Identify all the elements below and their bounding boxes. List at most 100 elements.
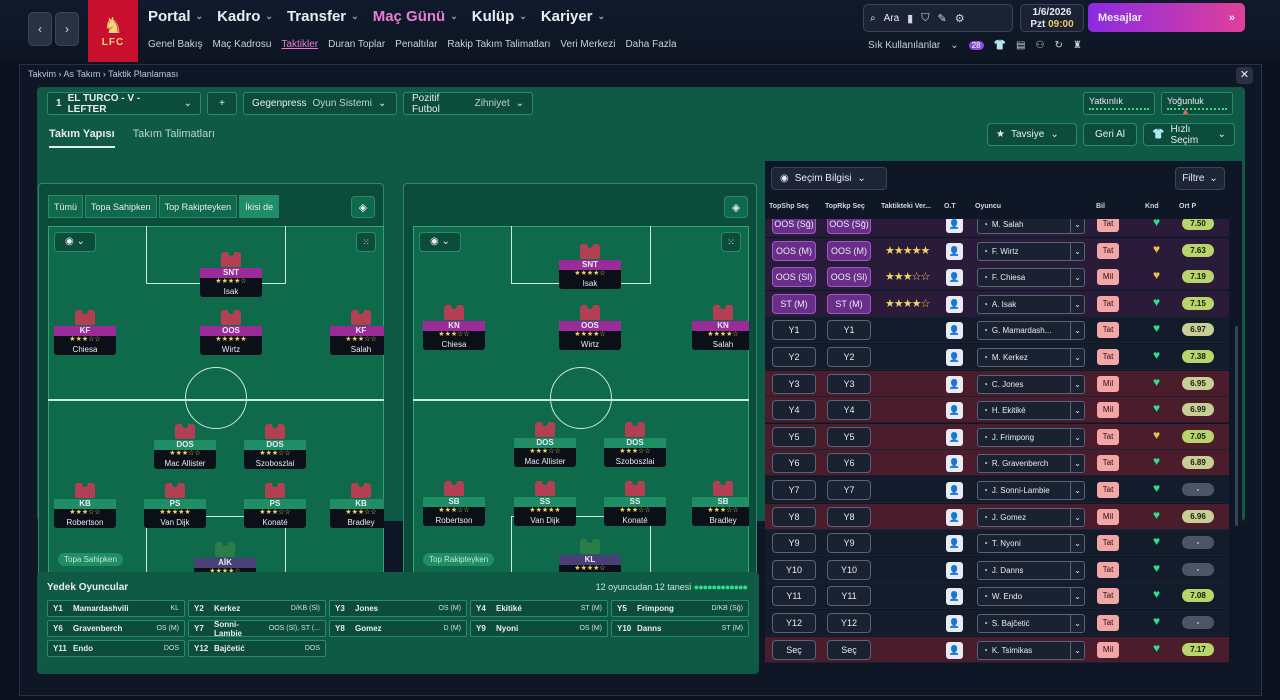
close-button[interactable]: ✕: [1236, 67, 1253, 84]
shortcuts-label[interactable]: Sık Kullanılanlar: [868, 40, 941, 51]
out-possession-pick-button[interactable]: ST (M): [827, 293, 871, 314]
tactic-select[interactable]: 1 EL TURCO - V - LEFTER ⌄: [47, 92, 201, 115]
table-row[interactable]: Y4 Y4 👤 ◔ H. Ekitiké ⌄ Mil ♥ 6.99: [765, 397, 1229, 424]
player-card-icon[interactable]: 👤: [946, 375, 963, 393]
selection-info-select[interactable]: ◉ Seçim Bilgisi ⌄: [771, 167, 887, 190]
messages-button[interactable]: Mesajlar »: [1088, 3, 1245, 32]
subnav-item-7[interactable]: Daha Fazla: [625, 39, 677, 50]
filter-both[interactable]: İkisi de: [239, 195, 280, 218]
in-possession-pick-button[interactable]: Y1: [772, 320, 816, 341]
out-possession-pick-button[interactable]: Y3: [827, 373, 871, 394]
bench-player[interactable]: Y11 Endo DOS: [47, 640, 185, 657]
table-row[interactable]: Y9 Y9 👤 ◔ T. Nyoni ⌄ Tat ♥ -: [765, 530, 1229, 557]
in-possession-pick-button[interactable]: Y6: [772, 453, 816, 474]
player-card-icon[interactable]: 👤: [946, 588, 963, 606]
bench-player[interactable]: Y9 Nyoni OS (M): [470, 620, 608, 637]
bench-player[interactable]: Y2 Kerkez D/KB (Sl): [188, 600, 326, 617]
nav-item-4[interactable]: Kulüp ⌄: [472, 8, 527, 25]
grid-button[interactable]: ⁙: [356, 232, 376, 252]
filter-in-possession[interactable]: Topa Sahipken: [85, 195, 157, 218]
player-card-icon[interactable]: 👤: [946, 242, 963, 260]
in-possession-pick-button[interactable]: OOS (M): [772, 240, 816, 261]
breadcrumb[interactable]: Takvim › As Takım › Taktik Planlaması: [28, 69, 179, 79]
filter-all[interactable]: Tümü: [48, 195, 84, 218]
in-possession-pick-button[interactable]: Seç: [772, 639, 816, 660]
in-possession-pick-button[interactable]: Y2: [772, 347, 816, 367]
out-possession-pick-button[interactable]: Y10: [827, 559, 871, 580]
out-possession-pick-button[interactable]: Y11: [827, 586, 871, 607]
player-select[interactable]: ◔ M. Kerkez ⌄: [977, 348, 1085, 367]
undo-button[interactable]: Geri Al: [1083, 123, 1137, 146]
shield-icon[interactable]: ⛉: [921, 11, 930, 24]
chevron-down-icon[interactable]: ⌄: [950, 40, 959, 51]
game-system-select[interactable]: Gegenpress Oyun Sistemi ⌄: [243, 92, 397, 115]
table-row[interactable]: Y3 Y3 👤 ◔ C. Jones ⌄ Mil ♥ 6.95: [765, 370, 1229, 397]
in-possession-pick-button[interactable]: Y12: [772, 613, 816, 633]
trophy-icon[interactable]: ♜: [1072, 40, 1082, 51]
subnav-item-2[interactable]: Taktikler: [281, 39, 319, 50]
nav-item-1[interactable]: Kadro ⌄: [217, 8, 273, 25]
in-possession-pick-button[interactable]: OOS (Sğ): [772, 219, 816, 234]
table-row[interactable]: Seç Seç 👤 ◔ K. Tsimikas ⌄ Mil ♥ 7.17: [765, 636, 1229, 663]
bench-player[interactable]: Y3 Jones OS (M): [329, 600, 467, 617]
tab-team-instructions[interactable]: Takım Talimatları: [132, 128, 215, 140]
player-card-icon[interactable]: 👤: [946, 295, 963, 313]
back-arrow-button[interactable]: ‹: [28, 12, 52, 46]
player-select[interactable]: ◔ W. Endo ⌄: [977, 587, 1085, 607]
player-card-icon[interactable]: 👤: [946, 535, 963, 553]
out-possession-pick-button[interactable]: Y8: [827, 506, 871, 527]
player-card-icon[interactable]: 👤: [946, 561, 963, 579]
player-slot[interactable]: KN ★★★☆☆ Chiesa: [423, 305, 485, 350]
subnav-item-5[interactable]: Rakip Takım Talimatları: [447, 39, 551, 50]
view-eye-button[interactable]: ◉ ⌄: [54, 232, 96, 252]
header-condition[interactable]: Knd: [1145, 203, 1159, 210]
in-possession-pick-button[interactable]: Y3: [772, 373, 816, 394]
bench-player[interactable]: Y6 Gravenberch OS (M): [47, 620, 185, 637]
header-tactic-fit[interactable]: Taktikteki Ver...: [881, 203, 932, 210]
nav-item-3[interactable]: Maç Günü ⌄: [373, 8, 458, 25]
nav-item-2[interactable]: Transfer ⌄: [287, 8, 359, 25]
player-slot[interactable]: DOS ★★★☆☆ Mac Allister: [514, 422, 576, 467]
refresh-icon[interactable]: ↻: [1054, 40, 1063, 51]
player-card-icon[interactable]: 👤: [946, 615, 963, 632]
forward-arrow-button[interactable]: ›: [55, 12, 79, 46]
tab-team-shape[interactable]: Takım Yapısı: [49, 125, 115, 148]
quick-pick-button[interactable]: 👕 Hızlı Seçim ⌄: [1143, 123, 1235, 146]
table-row[interactable]: Y1 Y1 👤 ◔ G. Mamardash... ⌄ Tat ♥ 6.97: [765, 317, 1229, 344]
view-eye-button[interactable]: ◉ ⌄: [419, 232, 461, 252]
out-possession-pick-button[interactable]: Y1: [827, 320, 871, 341]
player-select[interactable]: ◔ G. Mamardash... ⌄: [977, 321, 1085, 341]
table-row[interactable]: Y2 Y2 👤 ◔ M. Kerkez ⌄ Tat ♥ 7.38: [765, 344, 1229, 370]
player-card-icon[interactable]: 👤: [946, 349, 963, 366]
header-in-possession-pick[interactable]: TopShp Seç: [769, 203, 809, 210]
in-possession-pick-button[interactable]: Y10: [772, 559, 816, 580]
player-slot[interactable]: SB ★★★☆☆ Bradley: [692, 481, 749, 526]
player-slot[interactable]: KL★★★★☆Alisson: [559, 539, 621, 574]
player-slot[interactable]: PS ★★★★★ Van Dijk: [144, 483, 206, 528]
player-slot[interactable]: SB ★★★☆☆ Robertson: [423, 481, 485, 526]
bench-player[interactable]: Y8 Gomez D (M): [329, 620, 467, 637]
player-select[interactable]: ◔ J. Frimpong ⌄: [977, 427, 1085, 447]
player-slot[interactable]: OOS ★★★★★ Wirtz: [200, 310, 262, 355]
in-possession-pick-button[interactable]: ST (M): [772, 293, 816, 314]
player-card-icon[interactable]: 👤: [946, 455, 963, 473]
subnav-item-0[interactable]: Genel Bakış: [148, 39, 203, 50]
grid-button[interactable]: ⁙: [721, 232, 741, 252]
clipboard-icon[interactable]: ▤: [1016, 40, 1026, 51]
table-row[interactable]: Y7 Y7 👤 ◔ J. Sonni-Lambie ⌄ Tat ♥ -: [765, 477, 1229, 503]
formation-diamond-button[interactable]: ◈: [351, 196, 375, 218]
table-row[interactable]: Y6 Y6 👤 ◔ R. Gravenberch ⌄ Tat ♥ 6.89: [765, 450, 1229, 477]
player-select[interactable]: ◔ R. Gravenberch ⌄: [977, 454, 1085, 474]
search-icon[interactable]: ⌕: [870, 12, 876, 24]
shirt-icon[interactable]: 👕: [993, 40, 1007, 51]
bench-player[interactable]: Y12 Bajčetić DOS: [188, 640, 326, 657]
player-select[interactable]: ◔ J. Danns ⌄: [977, 560, 1085, 580]
subnav-item-3[interactable]: Duran Toplar: [328, 39, 386, 50]
player-select[interactable]: ◔ A. Isak ⌄: [977, 294, 1085, 314]
player-card-icon[interactable]: 👤: [946, 508, 963, 526]
nav-item-5[interactable]: Kariyer ⌄: [541, 8, 605, 25]
table-row[interactable]: Y8 Y8 👤 ◔ J. Gomez ⌄ Mil ♥ 6.96: [765, 503, 1229, 530]
table-row[interactable]: OOS (Sğ) OOS (Sğ) 👤 ◔ M. Salah ⌄ Tat ♥ 7.50: [765, 219, 1229, 237]
scrollbar[interactable]: [1235, 326, 1238, 526]
out-possession-pick-button[interactable]: Seç: [827, 639, 871, 660]
